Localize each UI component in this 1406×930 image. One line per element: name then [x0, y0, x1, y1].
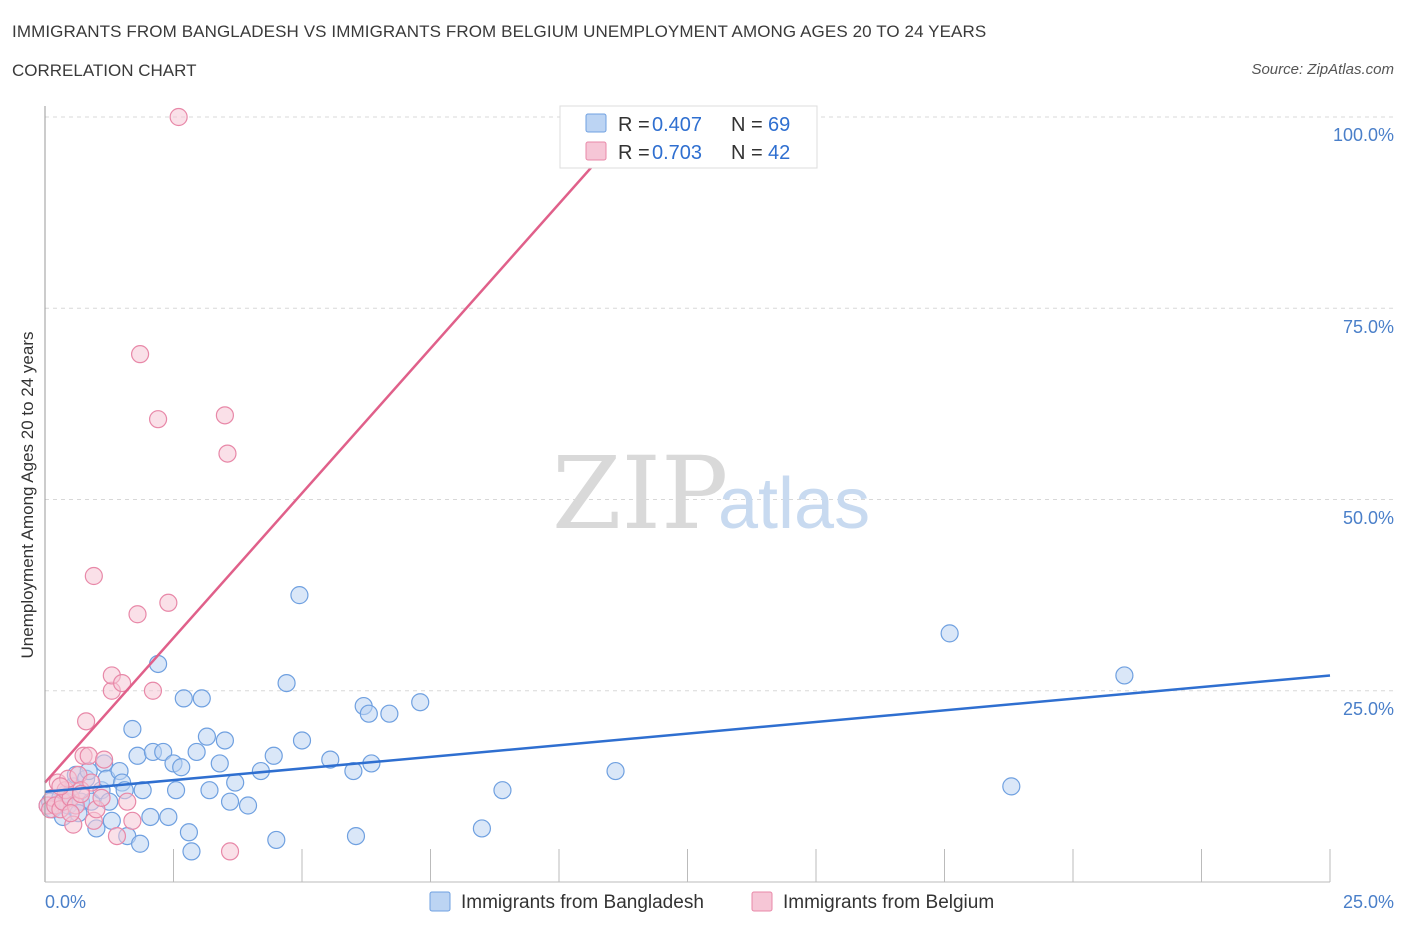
bangladesh-point-46: [238, 796, 258, 815]
grid-lines: [45, 116, 1394, 692]
bangladesh-point-53: [321, 750, 340, 769]
series-bangladesh-points: [38, 586, 1134, 861]
belgium-point-29: [128, 605, 147, 624]
belgium-point-21: [92, 788, 111, 807]
bangladesh-point-45: [226, 773, 245, 792]
bangladesh-point-29: [148, 654, 168, 674]
bangladesh-point-64: [940, 624, 959, 643]
bangladesh-point-39: [192, 689, 211, 708]
legend-swatch-belgium: [585, 141, 607, 161]
belgium-point-26: [112, 673, 132, 693]
bangladesh-point-62: [493, 781, 512, 800]
trend-line-belgium: [44, 116, 638, 784]
watermark-atlas: atlas: [718, 464, 870, 544]
belgium-point-30: [130, 345, 150, 364]
bangladesh-point-42: [210, 754, 229, 773]
legend-r-label-1: R =: [618, 142, 650, 164]
bangladesh-point-57: [359, 704, 378, 723]
x-tick-label-25: 25.0%: [1343, 892, 1394, 912]
bottom-legend-swatch-belgium: [751, 891, 773, 912]
bangladesh-point-51: [290, 586, 309, 605]
bangladesh-point-43: [215, 731, 234, 750]
belgium-point-35: [215, 406, 234, 425]
bangladesh-point-52: [292, 731, 312, 750]
legend-swatch-bangladesh: [585, 113, 607, 133]
bangladesh-point-44: [220, 792, 240, 811]
belgium-point-39: [51, 777, 70, 796]
belgium-point-32: [148, 410, 168, 429]
belgium-point-22: [95, 750, 114, 769]
bangladesh-point-66: [1115, 666, 1134, 685]
bottom-legend-swatch-bangladesh: [429, 891, 451, 912]
y-tick-labels: 25.0% 50.0% 75.0% 100.0%: [1333, 125, 1394, 719]
bangladesh-point-38: [187, 742, 206, 762]
bangladesh-point-36: [179, 823, 199, 842]
bangladesh-point-33: [166, 781, 186, 800]
bottom-legend-label-bangladesh: Immigrants from Bangladesh: [461, 892, 704, 913]
bangladesh-point-27: [141, 807, 160, 827]
bangladesh-point-65: [1002, 777, 1021, 796]
belgium-point-15: [77, 712, 96, 731]
belgium-point-36: [218, 444, 237, 463]
legend-n-label-1: N =: [731, 142, 763, 164]
y-axis-label: Unemployment Among Ages 20 to 24 years: [18, 332, 37, 659]
bangladesh-point-25: [130, 834, 150, 853]
bangladesh-point-59: [380, 704, 399, 723]
belgium-point-18: [84, 566, 103, 586]
bangladesh-point-49: [267, 830, 286, 850]
legend-n-value-1: 42: [768, 142, 790, 164]
belgium-point-34: [169, 107, 188, 127]
belgium-point-40: [61, 804, 80, 823]
bangladesh-point-61: [472, 819, 491, 838]
bangladesh-point-41: [200, 781, 219, 800]
belgium-point-31: [143, 681, 163, 700]
bangladesh-point-60: [411, 693, 430, 712]
bangladesh-point-55: [346, 826, 366, 846]
bangladesh-point-24: [128, 746, 147, 765]
watermark-zip: ZIP: [552, 435, 728, 552]
bangladesh-point-35: [174, 689, 193, 708]
bangladesh-point-50: [277, 673, 296, 693]
legend-n-value-0: 69: [768, 114, 790, 136]
series-belgium-points: [38, 107, 651, 861]
bangladesh-point-37: [182, 842, 201, 861]
y-tick-label-100: 100.0%: [1333, 125, 1394, 145]
y-tick-label-50: 50.0%: [1343, 508, 1394, 528]
bangladesh-point-31: [159, 807, 178, 827]
belgium-point-28: [123, 811, 142, 830]
y-tick-label-25: 25.0%: [1343, 699, 1394, 719]
trend-line-bangladesh: [44, 674, 1331, 793]
bangladesh-point-30: [154, 742, 173, 762]
bangladesh-point-18: [102, 811, 121, 830]
belgium-point-27: [118, 792, 137, 811]
chart-title: IMMIGRANTS FROM BANGLADESH VS IMMIGRANTS…: [12, 22, 987, 41]
belgium-point-33: [159, 593, 178, 612]
belgium-point-37: [220, 842, 240, 861]
bangladesh-point-40: [197, 727, 217, 746]
legend-r-value-0: 0.407: [652, 114, 702, 136]
bottom-legend-label-belgium: Immigrants from Belgium: [783, 892, 994, 913]
legend-r-value-1: 0.703: [652, 142, 702, 164]
bottom-legend: Immigrants from Bangladesh Immigrants fr…: [429, 891, 994, 913]
legend-n-label-0: N =: [731, 114, 763, 136]
belgium-point-25: [107, 826, 127, 846]
source-label: Source: ZipAtlas.com: [1251, 61, 1394, 78]
bangladesh-point-63: [606, 761, 625, 781]
x-axis-ticks: [44, 849, 1331, 882]
bangladesh-point-23: [123, 719, 142, 739]
bangladesh-point-34: [172, 758, 191, 777]
legend-r-label-0: R =: [618, 114, 650, 136]
belgium-point-16: [79, 746, 98, 765]
x-tick-label-0: 0.0%: [45, 892, 86, 912]
top-legend: R = 0.407 N = 69 R = 0.703 N = 42: [559, 105, 818, 169]
chart-subtitle: CORRELATION CHART: [12, 61, 197, 80]
bangladesh-point-48: [264, 746, 283, 765]
y-tick-label-75: 75.0%: [1343, 317, 1394, 337]
